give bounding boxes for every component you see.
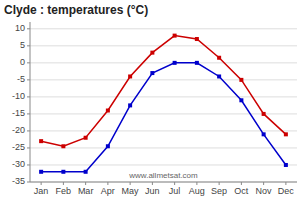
x-tick-label: Jul [169, 186, 181, 196]
point [84, 136, 88, 140]
y-tick-label: -20 [12, 125, 25, 135]
point [239, 78, 243, 82]
x-tick-label: Aug [189, 186, 205, 196]
point [128, 103, 132, 107]
point [106, 144, 110, 148]
y-tick-label: 10 [15, 23, 25, 33]
point [217, 56, 221, 60]
y-tick-label: -5 [17, 74, 25, 84]
grid-line [30, 182, 297, 183]
annotation: www.allmetsat.com [128, 171, 198, 180]
point [239, 98, 243, 102]
point [195, 61, 199, 65]
x-axis [30, 182, 297, 183]
point [173, 34, 177, 38]
point [61, 170, 65, 174]
y-tick-label: -30 [12, 159, 25, 169]
x-tick [107, 182, 108, 185]
point [284, 132, 288, 136]
point [150, 71, 154, 75]
y-tick-label: 0 [20, 57, 25, 67]
point [173, 61, 177, 65]
x-tick-label: Dec [278, 186, 295, 196]
point [61, 144, 65, 148]
y-tick-label: 5 [20, 40, 25, 50]
x-tick [130, 182, 131, 185]
x-tick-label: Feb [56, 186, 72, 196]
x-tick-label: Apr [101, 186, 115, 196]
y-tick-label: -25 [12, 142, 25, 152]
x-tick [41, 182, 42, 185]
point [262, 132, 266, 136]
x-tick [152, 182, 153, 185]
point [128, 74, 132, 78]
x-tick-label: May [122, 186, 140, 196]
y-tick-label: -35 [12, 176, 25, 186]
x-tick [285, 182, 286, 185]
y-axis [30, 22, 31, 182]
grid-line [30, 28, 297, 29]
grid-line [30, 62, 297, 63]
point [217, 74, 221, 78]
x-tick-label: Jan [34, 186, 49, 196]
point [39, 139, 43, 143]
x-tick-label: Mar [78, 186, 94, 196]
x-tick [241, 182, 242, 185]
title: Clyde : temperatures (°C) [4, 3, 148, 17]
x-tick [263, 182, 264, 185]
y-tick-label: -10 [12, 91, 25, 101]
grid [30, 29, 297, 182]
point [262, 112, 266, 116]
series-group [39, 34, 288, 174]
x-tick [196, 182, 197, 185]
series-line [41, 63, 286, 172]
x-tick-label: Jun [145, 186, 160, 196]
x-tick [85, 182, 86, 185]
point [284, 163, 288, 167]
point [195, 37, 199, 41]
x-tick-label: Oct [234, 186, 249, 196]
x-tick-label: Nov [256, 186, 273, 196]
point [84, 170, 88, 174]
x-tick-label: Sep [211, 186, 227, 196]
grid-line [30, 79, 297, 80]
x-ticks: Jan Feb Mar Apr May Jun Jul Aug Sep Oct Nov Dec [34, 182, 295, 196]
grid-line [30, 147, 297, 148]
point [106, 109, 110, 113]
grid-line [30, 164, 297, 165]
x-tick [219, 182, 220, 185]
grid-line [30, 45, 297, 46]
grid-line [30, 130, 297, 131]
y-tick-label: -15 [12, 108, 25, 118]
series-line [41, 36, 286, 147]
point [150, 51, 154, 55]
chart: -35-30-25-20-15-10-50510JanFebMarAprMayJ… [0, 0, 305, 200]
grid-line [30, 96, 297, 97]
grid-line [30, 113, 297, 114]
point [39, 170, 43, 174]
y-ticks: -35 -30 -25 -20 -15 -10 -5 0 5 10 [12, 23, 30, 186]
x-tick [63, 182, 64, 185]
x-tick [174, 182, 175, 185]
